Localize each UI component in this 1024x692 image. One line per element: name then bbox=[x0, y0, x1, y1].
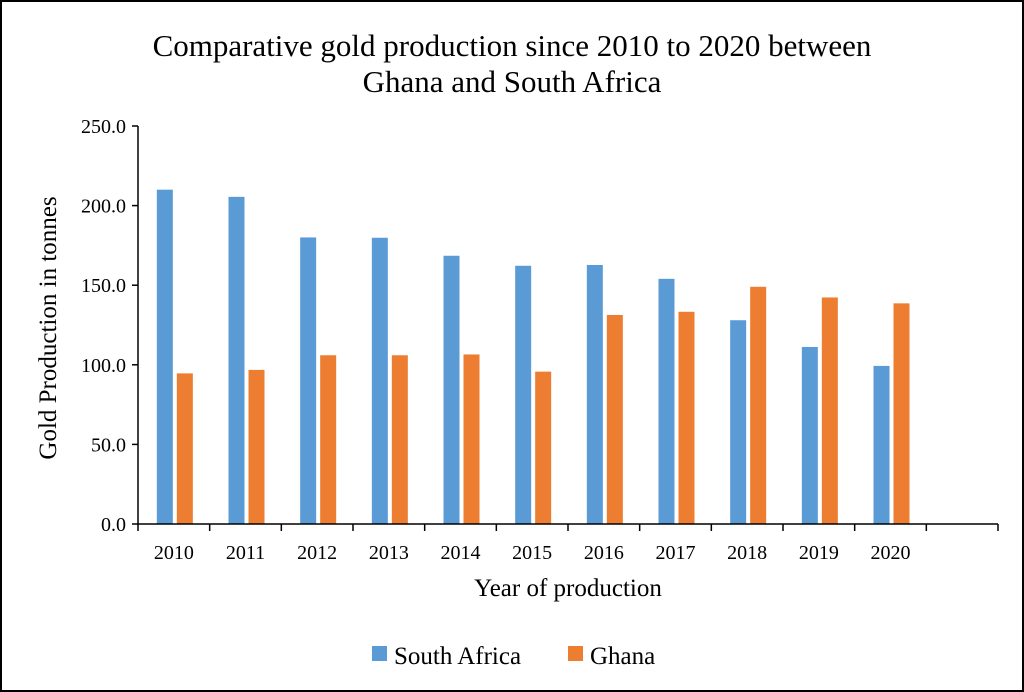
x-tick-label: 2020 bbox=[871, 542, 911, 564]
bar-south-africa-2015 bbox=[515, 265, 532, 524]
bar-ghana-2014 bbox=[463, 354, 480, 524]
bar-south-africa-2019 bbox=[801, 346, 818, 524]
x-axis-label: Year of production bbox=[474, 575, 662, 602]
bar-ghana-2015 bbox=[535, 371, 552, 524]
y-tick-label: 100.0 bbox=[81, 355, 126, 377]
y-tick-label: 50.0 bbox=[91, 434, 126, 456]
legend-swatch-ghana bbox=[568, 646, 583, 661]
x-tick-label: 2010 bbox=[154, 542, 194, 564]
y-tick-label: 0.0 bbox=[101, 514, 126, 536]
legend-swatch-south-africa bbox=[372, 646, 387, 661]
axes bbox=[137, 126, 998, 525]
y-tick-label: 200.0 bbox=[81, 196, 126, 218]
x-tick-label: 2012 bbox=[297, 542, 337, 564]
chart-title-line-2: Ghana and South Africa bbox=[363, 64, 662, 99]
y-tick-label: 250.0 bbox=[81, 116, 126, 138]
x-tick-label: 2019 bbox=[799, 542, 839, 564]
chart-title: Comparative gold production since 2010 t… bbox=[153, 28, 872, 99]
x-tick-label: 2016 bbox=[584, 542, 624, 564]
bar-south-africa-2010 bbox=[156, 189, 173, 524]
bar-ghana-2013 bbox=[391, 355, 408, 524]
bar-ghana-2017 bbox=[678, 311, 695, 524]
bar-south-africa-2014 bbox=[443, 255, 460, 525]
bar-ghana-2010 bbox=[176, 373, 193, 524]
x-tick-label: 2018 bbox=[727, 542, 767, 564]
bar-south-africa-2018 bbox=[730, 320, 747, 524]
x-tick-label: 2011 bbox=[226, 542, 265, 564]
legend-label-ghana: Ghana bbox=[590, 643, 655, 670]
y-axis-label: Gold Production in tonnes bbox=[35, 196, 62, 459]
x-tick-label: 2015 bbox=[512, 542, 552, 564]
bar-ghana-2019 bbox=[821, 297, 838, 524]
bar-ghana-2020 bbox=[893, 303, 910, 524]
x-tick-label: 2013 bbox=[369, 542, 409, 564]
x-axis-ticks: 2010 2011 2012 2013 2014 2015 2016 2017 2018 2019… bbox=[137, 524, 999, 564]
y-tick-label: 150.0 bbox=[81, 275, 126, 297]
y-axis-ticks: 0.0 50.0 100.0 150.0 200.0 250.0 bbox=[81, 116, 138, 536]
bar-south-africa-2011 bbox=[228, 196, 245, 524]
x-tick-label: 2014 bbox=[441, 542, 481, 564]
bar-ghana-2018 bbox=[750, 286, 767, 524]
legend: South Africa Ghana bbox=[372, 643, 655, 670]
bar-ghana-2012 bbox=[320, 355, 337, 524]
bar-ghana-2011 bbox=[248, 369, 265, 524]
chart-title-line-1: Comparative gold production since 2010 t… bbox=[153, 28, 872, 63]
legend-label-south-africa: South Africa bbox=[394, 643, 521, 670]
bar-south-africa-2017 bbox=[658, 278, 675, 524]
bar-south-africa-2020 bbox=[873, 365, 890, 524]
bar-south-africa-2016 bbox=[586, 264, 603, 524]
bars bbox=[156, 189, 910, 525]
x-tick-label: 2017 bbox=[656, 542, 696, 564]
bar-south-africa-2012 bbox=[300, 237, 317, 524]
bar-ghana-2016 bbox=[606, 314, 623, 524]
bar-south-africa-2013 bbox=[371, 237, 388, 524]
